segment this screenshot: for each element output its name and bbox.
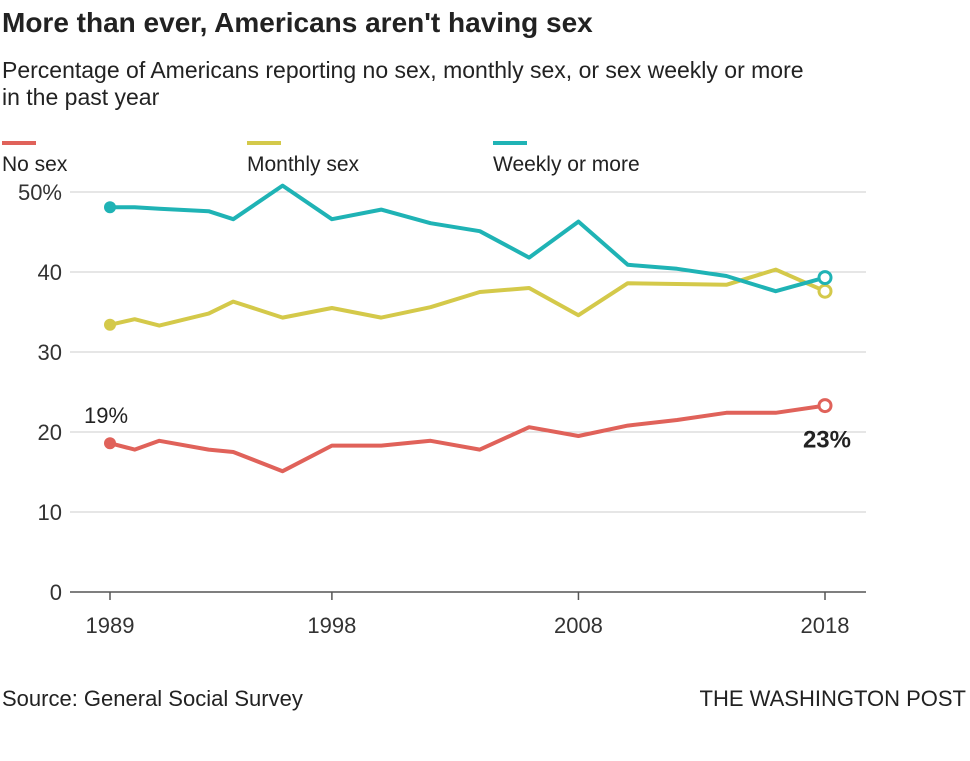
series-line xyxy=(110,183,826,294)
end-point xyxy=(817,270,833,286)
source: Source: General Social Survey xyxy=(2,686,303,711)
y-tick-label: 50% xyxy=(18,180,62,205)
series-line xyxy=(109,403,826,474)
chart-subtitle: in the past year xyxy=(2,84,160,110)
value-label: 23% xyxy=(803,427,851,454)
series-line xyxy=(109,267,826,328)
x-tick-label: 2018 xyxy=(801,613,850,638)
x-tick-label: 1998 xyxy=(307,613,356,638)
legend-label: Weekly or more xyxy=(493,153,640,176)
y-tick-label: 0 xyxy=(50,580,62,605)
legend-label: Monthly sex xyxy=(247,153,360,176)
x-tick-label: 2008 xyxy=(554,613,603,638)
value-label: 19% xyxy=(84,403,128,428)
x-tick-label: 1989 xyxy=(86,613,135,638)
chart-subtitle: Percentage of Americans reporting no sex… xyxy=(2,57,804,83)
end-point xyxy=(817,398,833,414)
y-tick-label: 40 xyxy=(38,260,62,285)
start-point xyxy=(104,318,116,331)
start-point xyxy=(104,201,116,214)
chart-title: More than ever, Americans aren't having … xyxy=(2,7,593,38)
end-point xyxy=(817,283,833,299)
y-tick-label: 10 xyxy=(38,500,62,525)
y-tick-label: 30 xyxy=(38,340,62,365)
credit: THE WASHINGTON POST xyxy=(700,686,966,711)
start-point xyxy=(104,437,116,450)
y-tick-label: 20 xyxy=(38,420,62,445)
legend-label: No sex xyxy=(2,153,68,176)
